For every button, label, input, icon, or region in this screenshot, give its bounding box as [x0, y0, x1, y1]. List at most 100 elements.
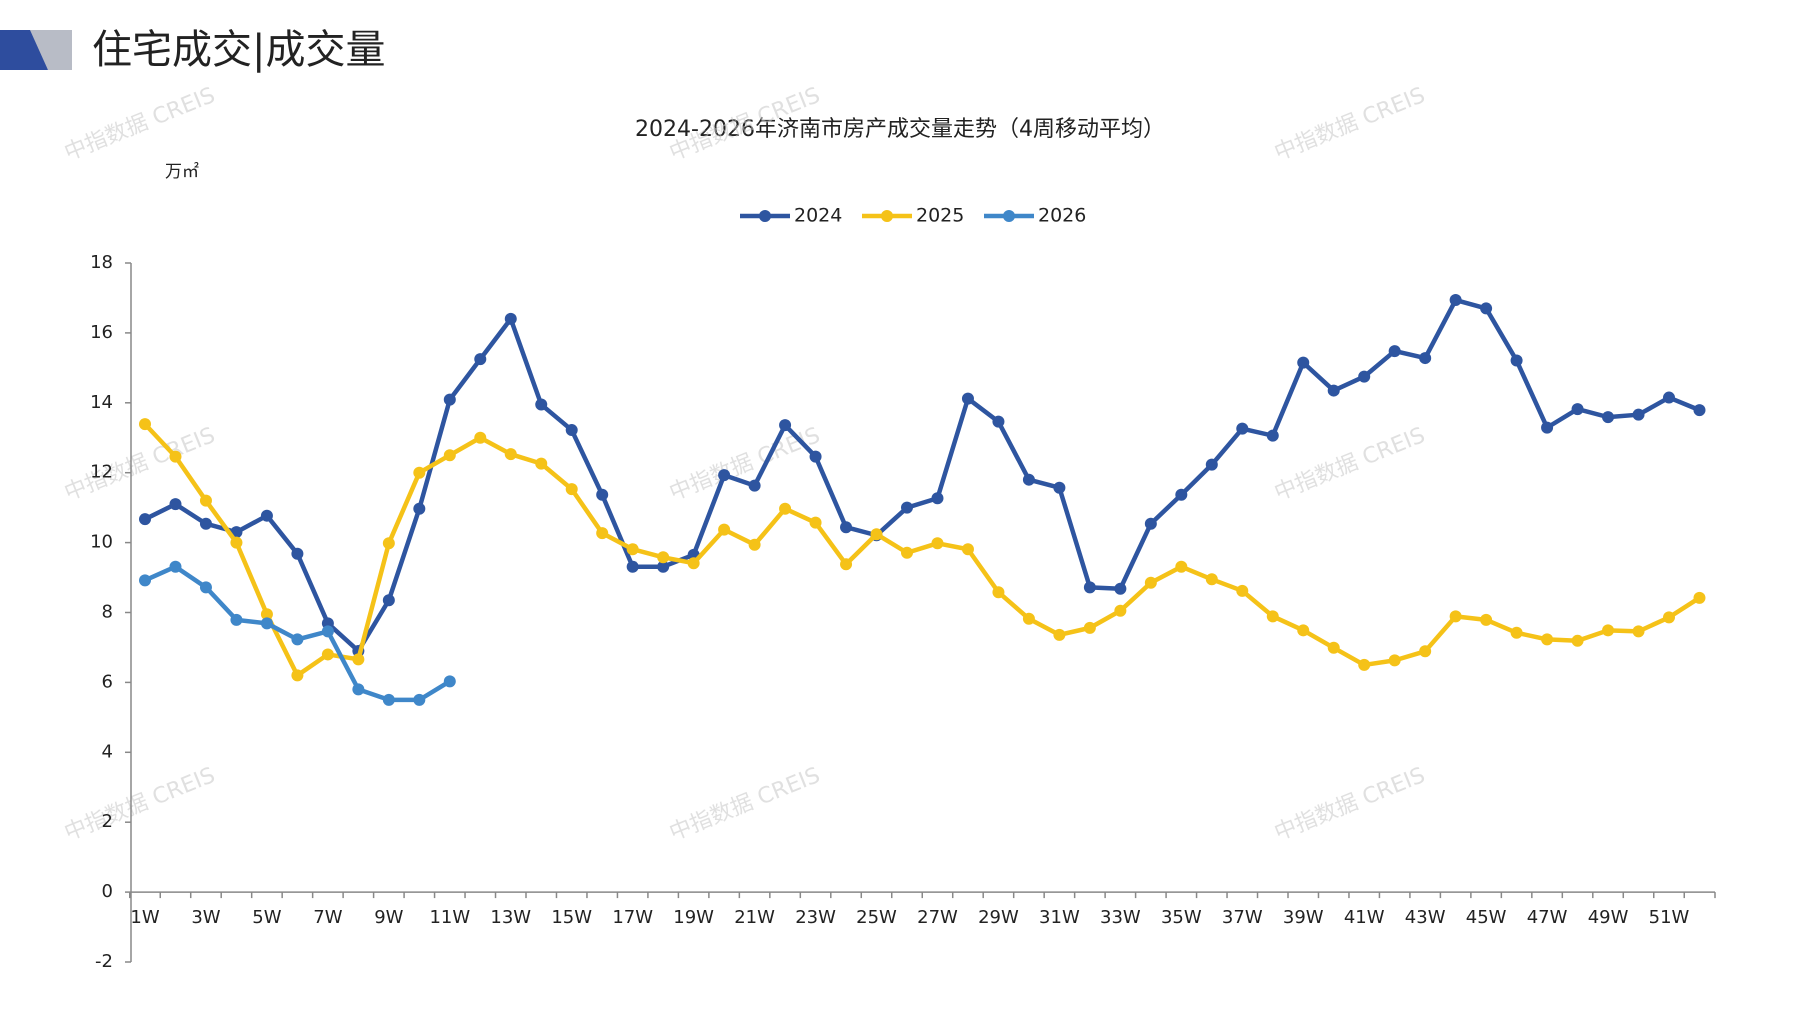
data-point [443, 675, 456, 688]
legend-label: 2026 [1038, 205, 1086, 227]
data-point [139, 574, 151, 587]
data-point [504, 312, 517, 325]
data-point [1175, 560, 1188, 573]
watermark: 中指数据 CREIS [61, 83, 219, 166]
data-point [1358, 658, 1371, 671]
data-point [1480, 302, 1493, 315]
data-point [1480, 613, 1493, 626]
y-tick-label: 0 [102, 881, 113, 902]
data-point [1175, 488, 1188, 501]
data-point [1236, 584, 1249, 597]
watermark: 中指数据 CREIS [1271, 763, 1429, 846]
y-tick-label: 4 [102, 741, 113, 762]
data-point [1449, 294, 1462, 307]
y-axis-label: 万㎡ [165, 162, 199, 182]
x-tick-label: 39W [1283, 907, 1324, 928]
data-point [1022, 612, 1035, 625]
x-tick-label: 27W [917, 907, 958, 928]
x-tick-label: 43W [1405, 907, 1446, 928]
data-point [382, 693, 395, 706]
data-point [1022, 473, 1035, 486]
data-point [230, 613, 243, 626]
y-tick-label: 8 [102, 602, 113, 623]
data-point [1541, 421, 1554, 434]
data-point [535, 457, 548, 470]
data-point [1541, 633, 1554, 646]
watermark: 中指数据 CREIS [61, 423, 219, 506]
data-point [1602, 411, 1615, 424]
data-point [565, 483, 578, 496]
data-point [321, 648, 334, 661]
data-point [169, 450, 182, 463]
data-point [1388, 345, 1401, 358]
data-point [291, 669, 304, 682]
data-point [565, 424, 578, 437]
data-point [352, 683, 365, 696]
y-tick-label: -2 [95, 951, 113, 972]
data-point [413, 502, 426, 515]
data-point [809, 450, 822, 463]
data-point [474, 353, 487, 366]
y-tick-label: 16 [90, 322, 113, 343]
data-point [169, 498, 182, 511]
watermark: 中指数据 CREIS [1271, 423, 1429, 506]
data-point [687, 557, 700, 570]
data-point [1083, 581, 1096, 594]
data-point [169, 560, 182, 573]
data-point [1571, 634, 1584, 647]
data-point [961, 392, 974, 405]
y-tick-label: 18 [90, 252, 113, 273]
y-tick-label: 10 [90, 532, 113, 553]
watermark: 中指数据 CREIS [666, 423, 824, 506]
data-point [1419, 352, 1432, 365]
data-point [1663, 391, 1675, 404]
data-point [1236, 422, 1249, 435]
x-tick-label: 33W [1100, 907, 1141, 928]
data-point [596, 488, 609, 501]
data-point [779, 502, 792, 515]
data-point [291, 633, 304, 646]
legend-marker [881, 210, 893, 222]
data-point [139, 418, 151, 431]
x-tick-label: 51W [1649, 907, 1690, 928]
watermark: 中指数据 CREIS [61, 763, 219, 846]
watermark: 中指数据 CREIS [666, 763, 824, 846]
data-point [1327, 641, 1340, 654]
data-point [443, 393, 456, 406]
data-point [840, 558, 853, 571]
data-point [1053, 628, 1066, 641]
legend-label: 2024 [794, 205, 842, 227]
data-point [1266, 429, 1279, 442]
data-point [1449, 610, 1462, 623]
data-point [1205, 458, 1218, 471]
data-point [352, 653, 365, 666]
data-point [1266, 610, 1279, 623]
x-tick-label: 47W [1527, 907, 1568, 928]
data-point [718, 523, 731, 536]
data-point [199, 581, 212, 594]
data-point [901, 546, 913, 559]
chart-title: 2024-2026年济南市房产成交量走势（4周移动平均） [635, 117, 1165, 142]
legend-label: 2025 [916, 205, 964, 227]
data-point [1205, 573, 1218, 586]
y-tick-label: 12 [90, 462, 113, 483]
data-point [1510, 354, 1523, 367]
data-point [260, 509, 273, 522]
data-point [748, 479, 761, 492]
x-tick-label: 11W [429, 907, 470, 928]
data-point [1144, 517, 1157, 530]
x-tick-label: 23W [795, 907, 836, 928]
series-line [142, 421, 1702, 678]
x-tick-label: 7W [313, 907, 342, 928]
data-point [1083, 621, 1096, 634]
watermark: 中指数据 CREIS [1271, 83, 1429, 166]
data-point [961, 543, 974, 556]
data-point [992, 586, 1005, 599]
x-tick-label: 13W [490, 907, 531, 928]
data-point [626, 560, 639, 573]
y-tick-label: 2 [102, 811, 113, 832]
data-point [779, 419, 792, 432]
data-point [382, 594, 395, 607]
data-point [199, 517, 212, 530]
